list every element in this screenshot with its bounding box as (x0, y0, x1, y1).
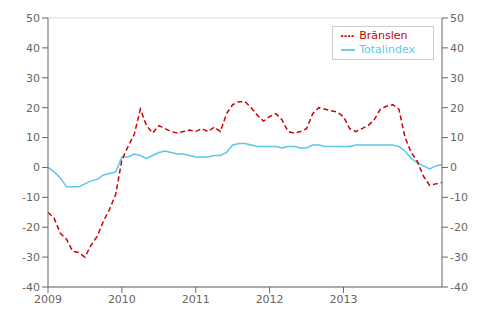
svg-text:50: 50 (26, 12, 40, 25)
svg-text:2011: 2011 (182, 293, 210, 306)
svg-text:-20: -20 (22, 221, 40, 234)
svg-text:2010: 2010 (108, 293, 136, 306)
svg-text:0: 0 (33, 161, 40, 174)
svg-text:50: 50 (450, 12, 464, 25)
svg-text:-40: -40 (22, 281, 40, 294)
svg-text:2009: 2009 (34, 293, 62, 306)
svg-text:-20: -20 (450, 221, 468, 234)
svg-text:10: 10 (26, 131, 40, 144)
svg-text:30: 30 (26, 72, 40, 85)
svg-text:-10: -10 (22, 191, 40, 204)
svg-text:20: 20 (450, 102, 464, 115)
svg-text:20: 20 (26, 102, 40, 115)
svg-text:2013: 2013 (330, 293, 358, 306)
svg-text:40: 40 (26, 42, 40, 55)
svg-text:-30: -30 (450, 251, 468, 264)
svg-text:-10: -10 (450, 191, 468, 204)
svg-text:-30: -30 (22, 251, 40, 264)
svg-text:-40: -40 (450, 281, 468, 294)
html-text:Bränslen: Bränslen (359, 29, 408, 42)
svg-text:30: 30 (450, 72, 464, 85)
svg-text:40: 40 (450, 42, 464, 55)
svg-text:2012: 2012 (256, 293, 284, 306)
svg-text:0: 0 (450, 161, 457, 174)
svg-text:10: 10 (450, 131, 464, 144)
html-text:Totalindex: Totalindex (359, 43, 415, 56)
